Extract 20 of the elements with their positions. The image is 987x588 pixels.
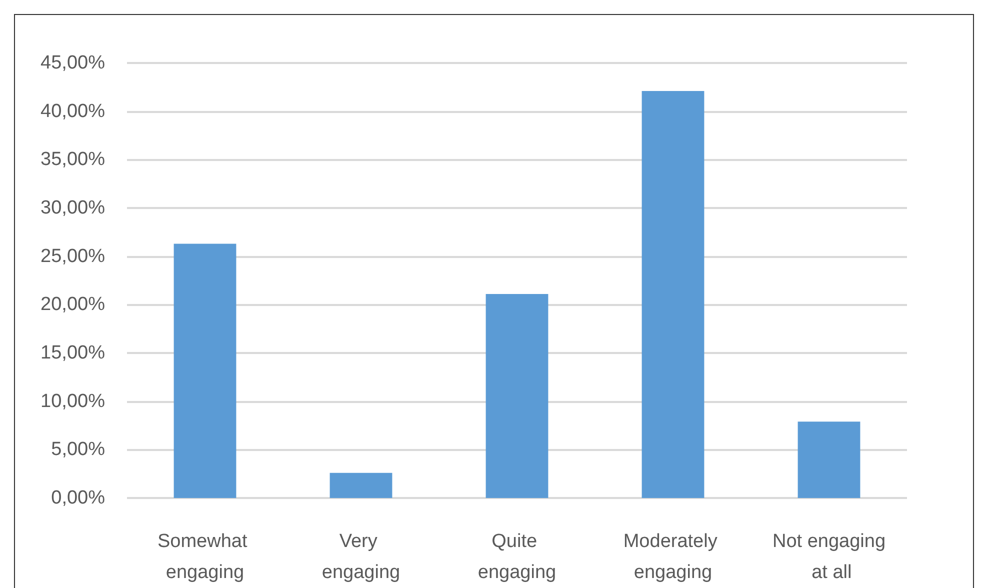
y-tick-label: 5,00% xyxy=(51,439,106,460)
y-tick-label: 45,00% xyxy=(40,52,106,74)
x-tick-label: Somewhat engaging xyxy=(157,531,253,583)
x-tick-label: Very engaging xyxy=(322,531,400,583)
bar xyxy=(798,422,860,498)
y-tick-label: 30,00% xyxy=(40,198,106,218)
y-tick-label: 35,00% xyxy=(40,149,106,170)
x-tick-label: Not engaging at all xyxy=(772,531,886,583)
y-tick-label: 15,00% xyxy=(40,342,106,364)
y-tick-label: 40,00% xyxy=(40,100,106,122)
x-tick-label: Moderately engaging xyxy=(623,531,723,583)
bar xyxy=(174,244,236,498)
y-tick-label: 20,00% xyxy=(40,294,106,316)
y-tick-label: 25,00% xyxy=(40,246,106,267)
y-tick-label: 10,00% xyxy=(40,390,106,412)
x-tick-label: Quite engaging xyxy=(478,531,556,583)
y-tick-label: 0,00% xyxy=(51,488,106,508)
bar xyxy=(486,294,548,498)
bar xyxy=(330,472,392,498)
bar xyxy=(642,91,704,498)
